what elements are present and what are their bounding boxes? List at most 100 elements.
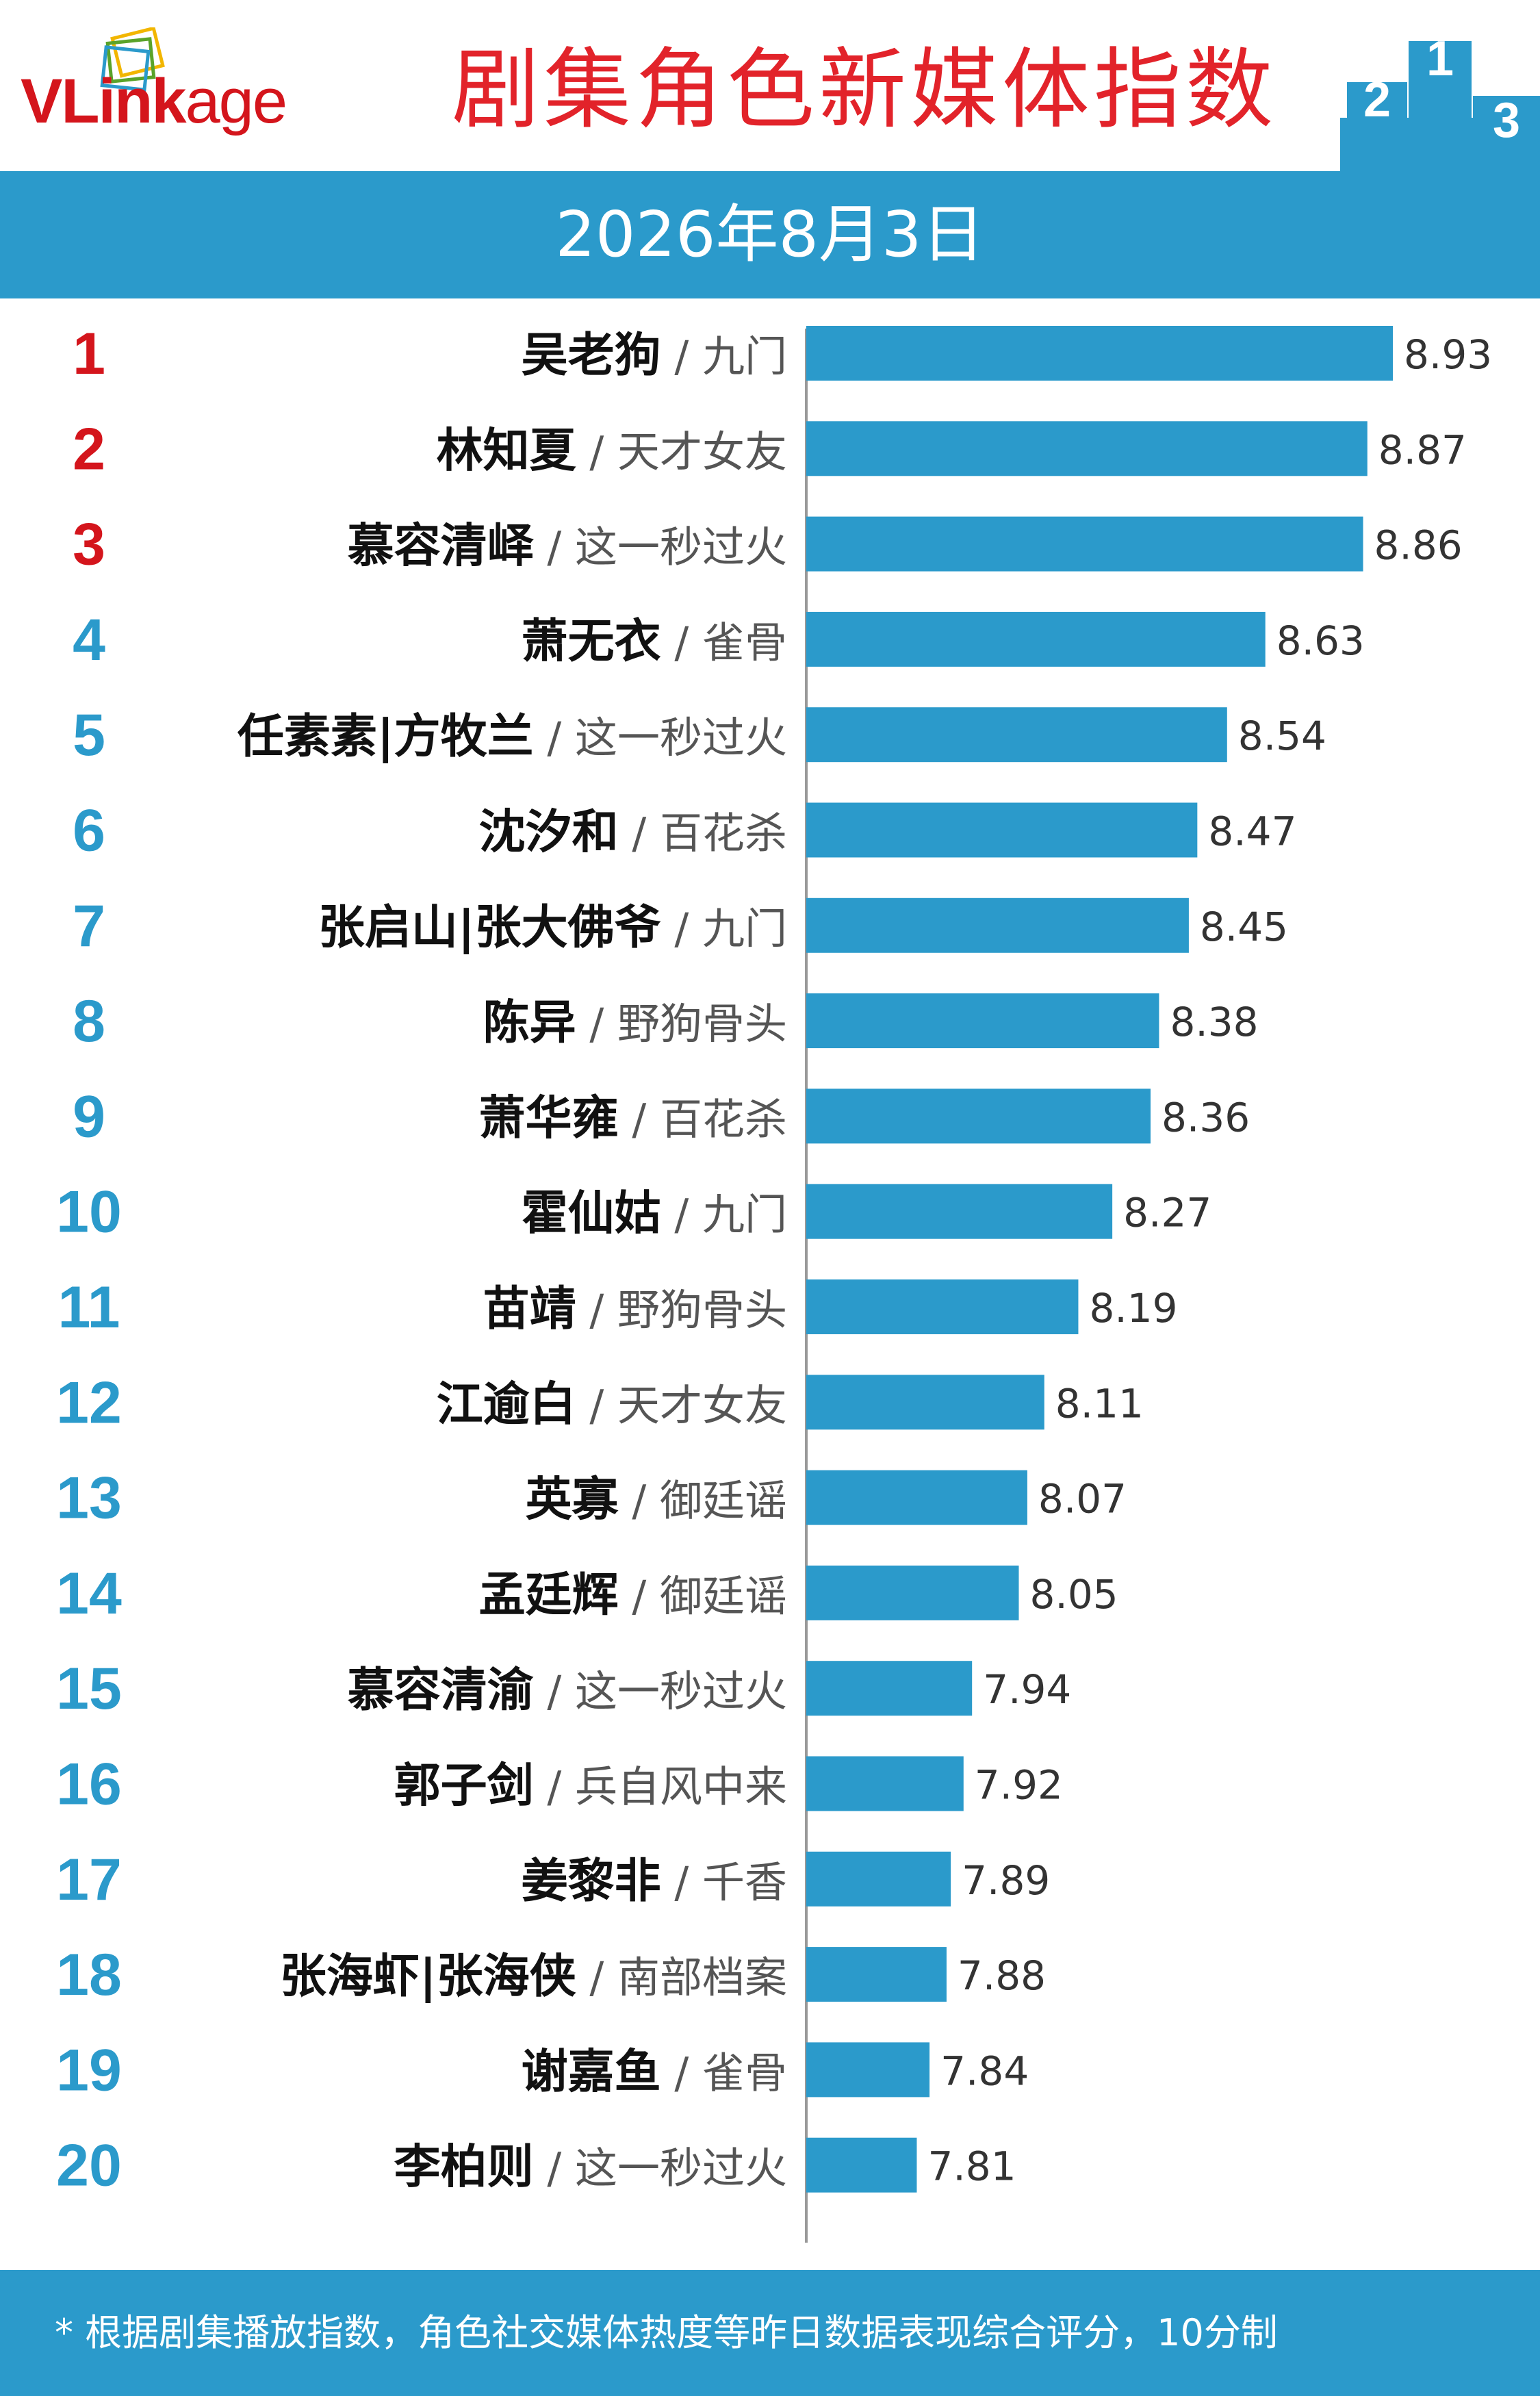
ranking-chart: 1 吴老狗 / 九门 8.93 2 林知夏 / 天才女友 8.87 3 慕容清峄 / 这一秒过… bbox=[56, 321, 1492, 2243]
row-label: 江逾白 / 天才女友 bbox=[437, 1377, 787, 1431]
value-label: 7.84 bbox=[940, 2048, 1029, 2094]
value-label: 8.47 bbox=[1208, 808, 1296, 855]
bar bbox=[806, 611, 1266, 667]
character-name: 吴老狗 bbox=[522, 329, 661, 383]
drama-name: / 这一秒过火 bbox=[534, 713, 787, 763]
rank-label: 8 bbox=[73, 989, 105, 1054]
podium-label-3: 3 bbox=[1493, 93, 1520, 148]
page-title: 剧集角色新媒体指数 bbox=[452, 39, 1278, 141]
drama-name: / 这一秒过火 bbox=[534, 1666, 787, 1716]
rank-label: 7 bbox=[73, 893, 105, 959]
rank-label: 4 bbox=[73, 607, 105, 673]
drama-name: / 雀骨 bbox=[661, 2048, 787, 2098]
rank-label: 9 bbox=[73, 1084, 105, 1149]
drama-name: / 百花杀 bbox=[619, 1094, 787, 1144]
bar bbox=[806, 1756, 964, 1811]
drama-name: / 野狗骨头 bbox=[576, 1285, 787, 1335]
row-label: 张海虾|张海侠 / 南部档案 bbox=[280, 1950, 787, 2004]
value-label: 8.36 bbox=[1162, 1094, 1250, 1140]
character-name: 萧华雍 bbox=[479, 1091, 619, 1145]
rank-label: 17 bbox=[56, 1847, 122, 1913]
character-name: 谢嘉鱼 bbox=[522, 2045, 661, 2099]
character-name: 慕容清峄 bbox=[348, 520, 535, 574]
row-label: 沈汐和 / 百花杀 bbox=[479, 806, 787, 860]
rank-label: 16 bbox=[56, 1752, 122, 1818]
row-label: 李柏则 / 这一秒过火 bbox=[394, 2141, 787, 2195]
rank-label: 12 bbox=[56, 1370, 122, 1436]
logo-text: VLinkage bbox=[21, 66, 287, 136]
rank-label: 5 bbox=[73, 702, 105, 768]
podium-label-1: 1 bbox=[1426, 31, 1454, 86]
row-label: 慕容清渝 / 这一秒过火 bbox=[348, 1664, 787, 1718]
character-name: 孟廷辉 bbox=[479, 1568, 619, 1622]
value-label: 7.81 bbox=[927, 2143, 1016, 2190]
row-label: 陈异 / 野狗骨头 bbox=[483, 996, 787, 1050]
bar bbox=[806, 1851, 951, 1907]
character-name: 张海虾|张海侠 bbox=[280, 1950, 577, 2004]
drama-name: / 兵自风中来 bbox=[534, 1762, 787, 1812]
rank-label: 2 bbox=[73, 416, 105, 482]
rank-label: 6 bbox=[73, 798, 105, 864]
character-name: 林知夏 bbox=[437, 424, 577, 478]
date-banner: 2026年8月3日 bbox=[0, 171, 1540, 298]
value-label: 7.89 bbox=[962, 1857, 1050, 1904]
value-label: 8.19 bbox=[1089, 1285, 1177, 1331]
rank-label: 1 bbox=[73, 321, 105, 387]
row-label: 张启山|张大佛爷 / 九门 bbox=[318, 901, 787, 955]
drama-name: / 御廷谣 bbox=[619, 1476, 787, 1526]
bar bbox=[806, 516, 1363, 572]
drama-name: / 九门 bbox=[661, 331, 787, 381]
drama-name: / 天才女友 bbox=[576, 426, 787, 476]
bar bbox=[806, 1279, 1079, 1334]
row-label: 谢嘉鱼 / 雀骨 bbox=[522, 2045, 787, 2099]
bar bbox=[806, 421, 1368, 476]
drama-name: / 御廷谣 bbox=[619, 1571, 787, 1621]
row-label: 萧华雍 / 百花杀 bbox=[479, 1091, 787, 1145]
value-label: 8.63 bbox=[1276, 617, 1365, 664]
row-label: 霍仙姑 / 九门 bbox=[522, 1187, 787, 1241]
row-label: 萧无衣 / 雀骨 bbox=[522, 615, 787, 669]
bar bbox=[806, 1470, 1027, 1525]
logo-cards-icon bbox=[100, 27, 165, 92]
bar bbox=[806, 802, 1198, 858]
character-name: 李柏则 bbox=[394, 2141, 534, 2195]
bar bbox=[806, 1088, 1151, 1144]
bar bbox=[806, 1184, 1113, 1239]
rank-label: 10 bbox=[56, 1180, 122, 1245]
value-label: 8.87 bbox=[1378, 426, 1467, 473]
character-name: 沈汐和 bbox=[479, 806, 619, 860]
drama-name: / 天才女友 bbox=[576, 1380, 787, 1430]
rank-label: 3 bbox=[73, 512, 105, 578]
vlinkage-logo: VLinkage bbox=[15, 27, 337, 144]
value-label: 8.86 bbox=[1374, 522, 1463, 569]
value-label: 8.54 bbox=[1238, 713, 1326, 759]
value-label: 7.92 bbox=[975, 1762, 1063, 1809]
value-label: 8.27 bbox=[1123, 1190, 1211, 1236]
rank-label: 18 bbox=[56, 1942, 122, 2008]
bar bbox=[806, 1375, 1044, 1430]
podium-label-2: 2 bbox=[1363, 73, 1391, 127]
row-label: 任素素|方牧兰 / 这一秒过火 bbox=[238, 710, 787, 764]
character-name: 苗靖 bbox=[483, 1282, 576, 1336]
character-name: 慕容清渝 bbox=[348, 1664, 534, 1718]
character-name: 陈异 bbox=[483, 996, 576, 1050]
row-label: 英寡 / 御廷谣 bbox=[526, 1473, 787, 1527]
drama-name: / 九门 bbox=[661, 904, 787, 954]
drama-name: / 野狗骨头 bbox=[576, 999, 787, 1049]
bar bbox=[806, 707, 1227, 763]
drama-name: / 百花杀 bbox=[619, 808, 787, 858]
character-name: 郭子剑 bbox=[394, 1759, 534, 1813]
value-label: 8.11 bbox=[1055, 1380, 1144, 1427]
value-label: 8.05 bbox=[1030, 1571, 1118, 1618]
drama-name: / 千香 bbox=[661, 1857, 787, 1907]
bar bbox=[806, 1565, 1019, 1620]
character-name: 英寡 bbox=[526, 1473, 619, 1527]
value-label: 7.88 bbox=[958, 1952, 1046, 1999]
bar bbox=[806, 326, 1393, 381]
character-name: 萧无衣 bbox=[522, 615, 661, 669]
value-label: 8.45 bbox=[1200, 904, 1288, 950]
rank-label: 13 bbox=[56, 1466, 122, 1531]
value-label: 7.94 bbox=[983, 1666, 1071, 1713]
drama-name: / 这一秒过火 bbox=[534, 2143, 787, 2193]
rank-label: 19 bbox=[56, 2037, 122, 2103]
